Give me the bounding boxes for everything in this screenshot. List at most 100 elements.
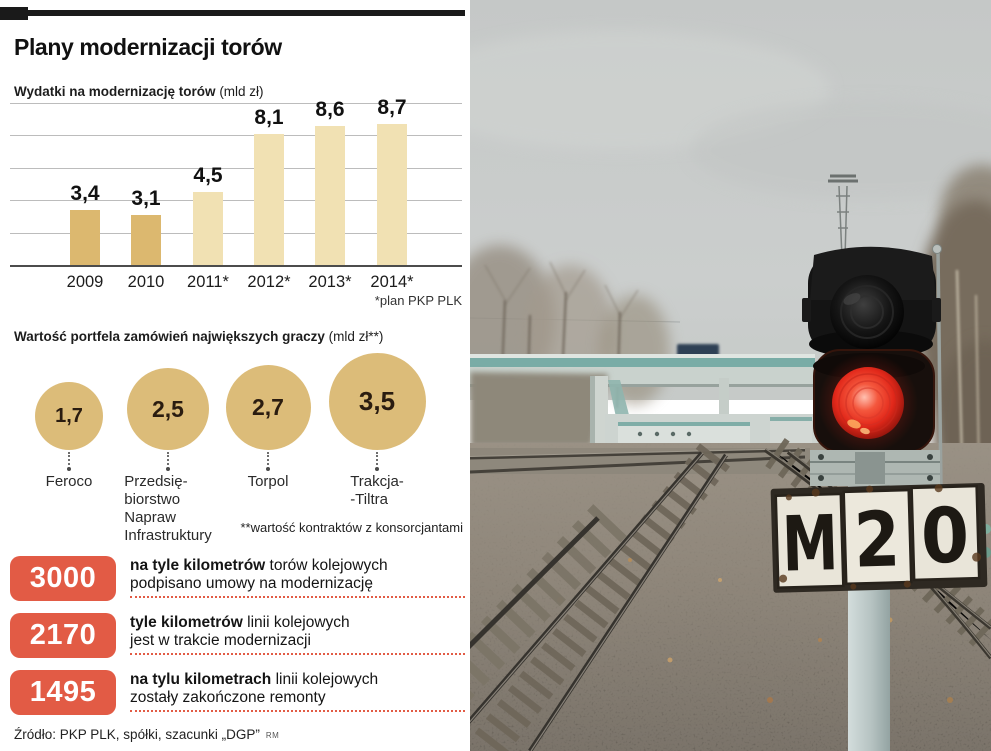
signal-bracket (810, 450, 940, 486)
sign-char-2: 2 (853, 494, 901, 584)
bar-category-label: 2012* (247, 273, 291, 291)
bar-value-label: 8,1 (254, 106, 284, 129)
stat-dotted-rule (130, 653, 465, 655)
stat-badge: 2170 (10, 613, 116, 658)
bar-value-label: 3,4 (70, 182, 100, 205)
bar (254, 134, 284, 265)
sign-char-0: 0 (920, 490, 970, 580)
bar-category-label: 2011* (187, 273, 229, 291)
bubble-label: Trakcja- -Tiltra (350, 473, 404, 508)
signal-lower-head (813, 349, 935, 453)
bar-category-label: 2013* (308, 273, 352, 291)
sign-plate-2 (842, 488, 913, 586)
bubble-connector (267, 452, 269, 465)
bubble: 2,5 (127, 368, 209, 450)
header-rule-thick (0, 7, 28, 20)
bubble-label-wrap: Przedsię- biorstwo Napraw Infrastruktury (93, 473, 243, 545)
bubble-connector-dot (166, 467, 170, 471)
bar-chart-title: Wydatki na modernizację torów (14, 84, 216, 99)
source-line: Źródło: PKP PLK, spółki, szacunki „DGP” R… (14, 727, 279, 742)
bubble: 2,7 (225, 365, 311, 450)
bubble-connector (68, 452, 70, 465)
embankment (470, 372, 608, 447)
bubble-label: Przedsię- biorstwo Napraw Infrastruktury (124, 473, 212, 544)
lighting-mast (828, 174, 858, 259)
red-light (832, 367, 904, 439)
bubble-connector-dot (67, 467, 71, 471)
stat-badge: 1495 (10, 670, 116, 715)
bar (70, 210, 100, 265)
stat-row-completed: 1495 na tylu kilometrach linii kolejowyc… (10, 670, 465, 726)
bubble-label: Torpol (247, 473, 289, 490)
bubble-label-wrap: Feroco (0, 473, 144, 491)
photo-scene: M 2 0 (470, 0, 991, 751)
bar-chart-heading: Wydatki na modernizację torów (mld zł) (14, 84, 264, 99)
stat-text-bold: na tyle kilometrów (130, 557, 266, 574)
sign-plate-0 (910, 484, 981, 582)
rust-spots (779, 484, 982, 590)
gridline (10, 135, 462, 137)
bar-value-label: 4,5 (193, 164, 223, 187)
stat-text-bold: tyle kilometrów (130, 614, 243, 631)
page-title: Plany modernizacji torów (14, 34, 282, 60)
gridline (10, 232, 462, 234)
stat-text: na tyle kilometrów torów kolejowych podp… (130, 557, 388, 593)
gridline (10, 167, 462, 169)
bubble-chart-heading: Wartość portfela zamówień największych g… (14, 329, 383, 344)
bubble-connector-dot (375, 467, 379, 471)
sign-char-m: M (781, 498, 839, 589)
bar-category-label: 2009 (66, 273, 104, 291)
bubble-chart-footnote: **wartość kontraktów z konsorcjantami (240, 520, 463, 535)
bar-chart-unit: (mld zł) (219, 84, 264, 99)
stat-text-rest: torów kolejowych (265, 557, 388, 574)
bar-value-label: 8,6 (315, 98, 345, 121)
signal-upper-head (802, 246, 941, 358)
stat-badge: 3000 (10, 556, 116, 601)
bar-chart-plot: 3,4 2009 3,1 2010 4,5 2011* 8,1 2012* 8,6 2013* 8,… (10, 96, 462, 291)
bubble-chart-title: Wartość portfela zamówień największych g… (14, 329, 325, 344)
stat-text-line2: jest w trakcie modernizacji (130, 632, 311, 649)
stat-text-rest: linii kolejowych (242, 614, 350, 631)
bar-category-label: 2014* (370, 273, 414, 291)
bubble-label: Feroco (45, 473, 93, 490)
bubble: 1,7 (35, 382, 103, 450)
stat-text-line2: zostały zakończone remonty (130, 689, 326, 706)
bubble-connector (376, 452, 378, 465)
bar (315, 126, 345, 265)
gridline (10, 103, 462, 104)
stat-text-bold: na tylu kilometrach (130, 671, 272, 688)
bar-value-label: 8,7 (377, 96, 407, 119)
stat-text: tyle kilometrów linii kolejowych jest w … (130, 614, 350, 650)
bridge-overpass (470, 344, 820, 447)
bar (377, 124, 407, 265)
bubble-label-wrap: Torpol (193, 473, 343, 491)
sign-plate-m (774, 492, 845, 590)
stat-dotted-rule (130, 710, 465, 712)
bubble-connector (167, 452, 169, 465)
bar (131, 215, 161, 265)
stat-text: na tylu kilometrach linii kolejowych zos… (130, 671, 378, 707)
header-rule-thin (28, 10, 465, 16)
bar (193, 192, 223, 265)
bubble-connector-dot (266, 467, 270, 471)
signal-id-sign: M 2 0 (770, 483, 988, 593)
stat-text-line2: podpisano umowy na modernizację (130, 575, 373, 592)
utility-pole (932, 244, 943, 491)
bubble: 3,5 (328, 353, 426, 450)
bar-chart-footnote: *plan PKP PLK (374, 293, 462, 308)
bubble-label-wrap: Trakcja- -Tiltra (302, 473, 452, 509)
source-text: Źródło: PKP PLK, spółki, szacunki „DGP” (14, 727, 260, 742)
bubble-chart-plot: 1,7 Feroco 2,5 Przedsię- biorstwo Napraw In… (14, 353, 464, 545)
source-credit: RM (265, 731, 280, 740)
bubble-chart-unit: (mld zł**) (328, 329, 384, 344)
infographic-panel: Plany modernizacji torów Wydatki na mode… (0, 0, 470, 751)
stat-dotted-rule (130, 596, 465, 598)
gridline (10, 265, 462, 267)
bar-value-label: 3,1 (131, 187, 161, 210)
gridline (10, 200, 462, 202)
stat-text-rest: linii kolejowych (271, 671, 379, 688)
stat-row-in-progress: 2170 tyle kilometrów linii kolejowych je… (10, 613, 465, 669)
photo-railway-signal: M 2 0 (470, 0, 991, 751)
bar-category-label: 2010 (127, 273, 165, 291)
